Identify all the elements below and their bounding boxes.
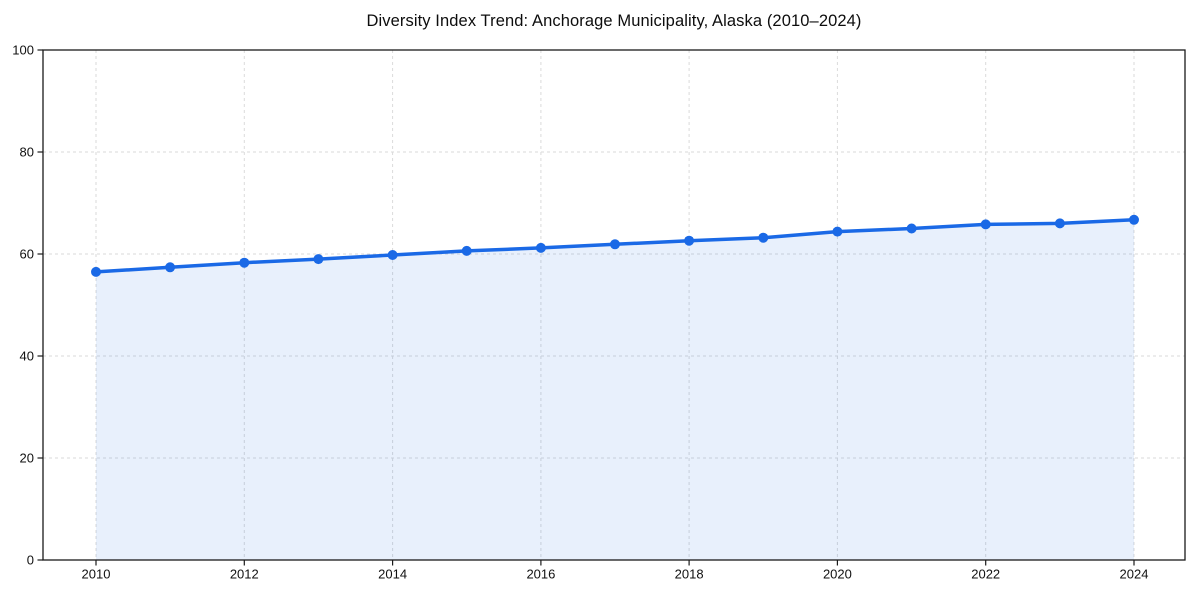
area-fill <box>96 219 1134 561</box>
axes-layer: 0 20 40 60 80 100 2010 2012 2014 2016 2018 2020 2022… <box>12 43 1186 582</box>
x-tick-label: 2016 <box>526 567 555 582</box>
x-tick-label: 2024 <box>1120 567 1149 582</box>
data-point-marker <box>1129 214 1139 225</box>
x-tick-label: 2014 <box>378 567 407 582</box>
data-point-marker <box>387 250 398 260</box>
data-point-marker <box>758 232 769 243</box>
x-tick-label: 2010 <box>82 567 111 582</box>
data-point-marker <box>535 242 546 253</box>
data-point-marker <box>684 235 695 246</box>
y-tick-label: 20 <box>20 451 34 466</box>
data-point-marker <box>1054 218 1065 229</box>
y-tick-label: 80 <box>20 145 34 160</box>
series-layer <box>91 214 1139 561</box>
data-point-marker <box>239 257 250 268</box>
y-tick-label: 100 <box>12 43 34 58</box>
y-tick-label: 40 <box>20 349 34 364</box>
data-point-marker <box>980 219 991 230</box>
data-point-marker <box>610 239 620 250</box>
x-tick-label: 2020 <box>823 567 852 582</box>
chart-title: Diversity Index Trend: Anchorage Municip… <box>366 12 862 30</box>
x-tick-label: 2012 <box>230 567 259 582</box>
x-tick-label: 2018 <box>675 567 704 582</box>
data-point-marker <box>461 245 472 256</box>
data-point-marker <box>91 266 101 277</box>
y-tick-label: 0 <box>27 553 34 568</box>
data-point-marker <box>906 223 917 234</box>
data-point-marker <box>832 226 843 237</box>
y-tick-label: 60 <box>20 247 34 262</box>
data-point-marker <box>313 254 324 265</box>
plot-border <box>42 49 1186 561</box>
x-tick-label: 2022 <box>971 567 1000 582</box>
data-point-marker <box>165 262 176 273</box>
